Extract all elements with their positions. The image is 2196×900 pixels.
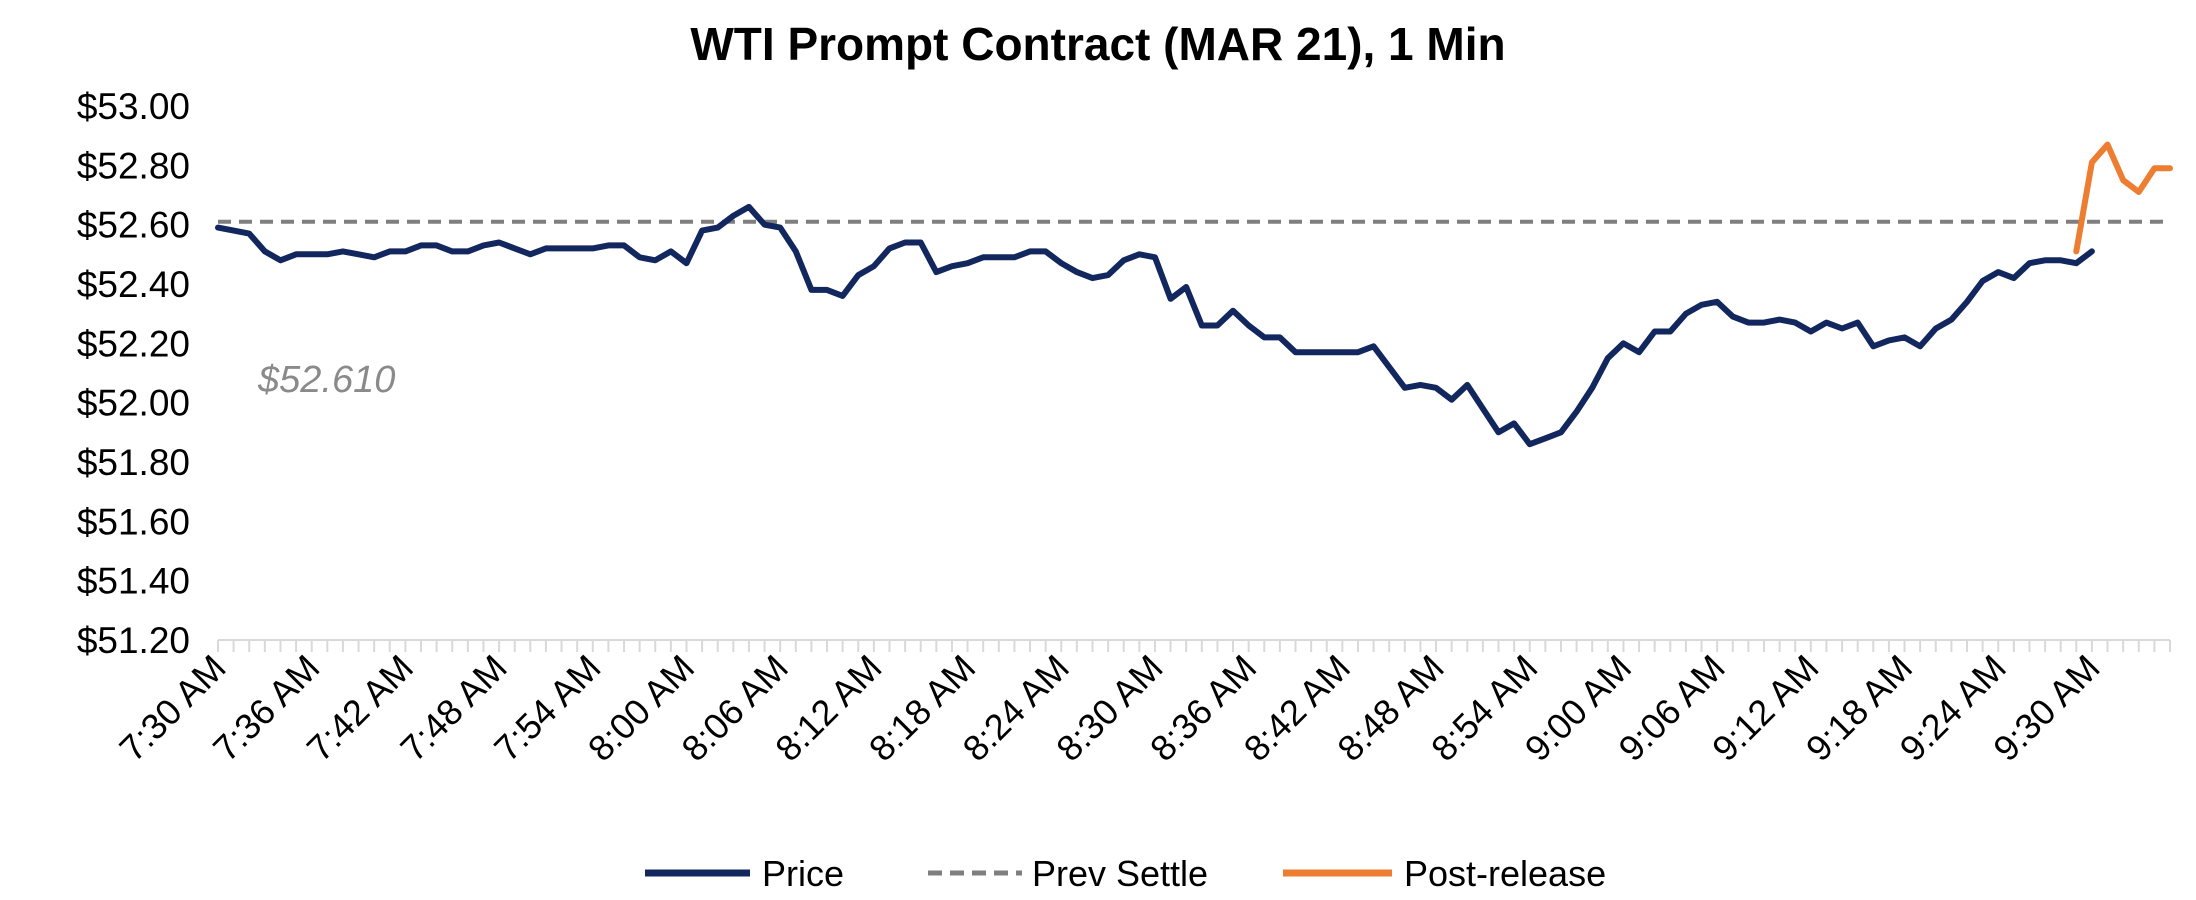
y-tick-label: $52.20	[77, 323, 190, 364]
y-tick-label: $52.00	[77, 383, 190, 424]
legend-item-post-release: Post-release	[1283, 853, 1606, 894]
legend-item-price: Price	[645, 853, 844, 894]
y-tick-label: $52.80	[77, 145, 190, 186]
x-tick-label: 9:30 AM	[1985, 647, 2107, 769]
x-axis: 7:30 AM7:36 AM7:42 AM7:48 AM7:54 AM8:00 …	[111, 647, 2107, 769]
y-tick-label: $51.80	[77, 442, 190, 483]
legend-item-prev-settle: Prev Settle	[928, 853, 1208, 894]
x-axis-ticks	[217, 640, 2171, 652]
series-price-line	[215, 203, 2095, 448]
legend-label-prev-settle: Prev Settle	[1032, 853, 1208, 894]
legend-label-post-release: Post-release	[1404, 853, 1606, 894]
y-tick-label: $52.40	[77, 264, 190, 305]
y-tick-label: $53.00	[77, 86, 190, 127]
y-axis: $51.20 $51.40 $51.60 $51.80 $52.00 $52.20 $52.…	[77, 86, 190, 661]
y-tick-label: $52.60	[77, 205, 190, 246]
y-tick-label: $51.40	[77, 561, 190, 602]
y-tick-label: $51.20	[77, 620, 190, 661]
prev-settle-annotation: $52.610	[257, 359, 395, 401]
y-tick-label: $51.60	[77, 501, 190, 542]
series-post-release-line	[2073, 141, 2173, 255]
chart-title: WTI Prompt Contract (MAR 21), 1 Min	[690, 18, 1505, 70]
legend: Price Prev Settle Post-release	[645, 853, 1606, 894]
legend-label-price: Price	[762, 853, 844, 894]
